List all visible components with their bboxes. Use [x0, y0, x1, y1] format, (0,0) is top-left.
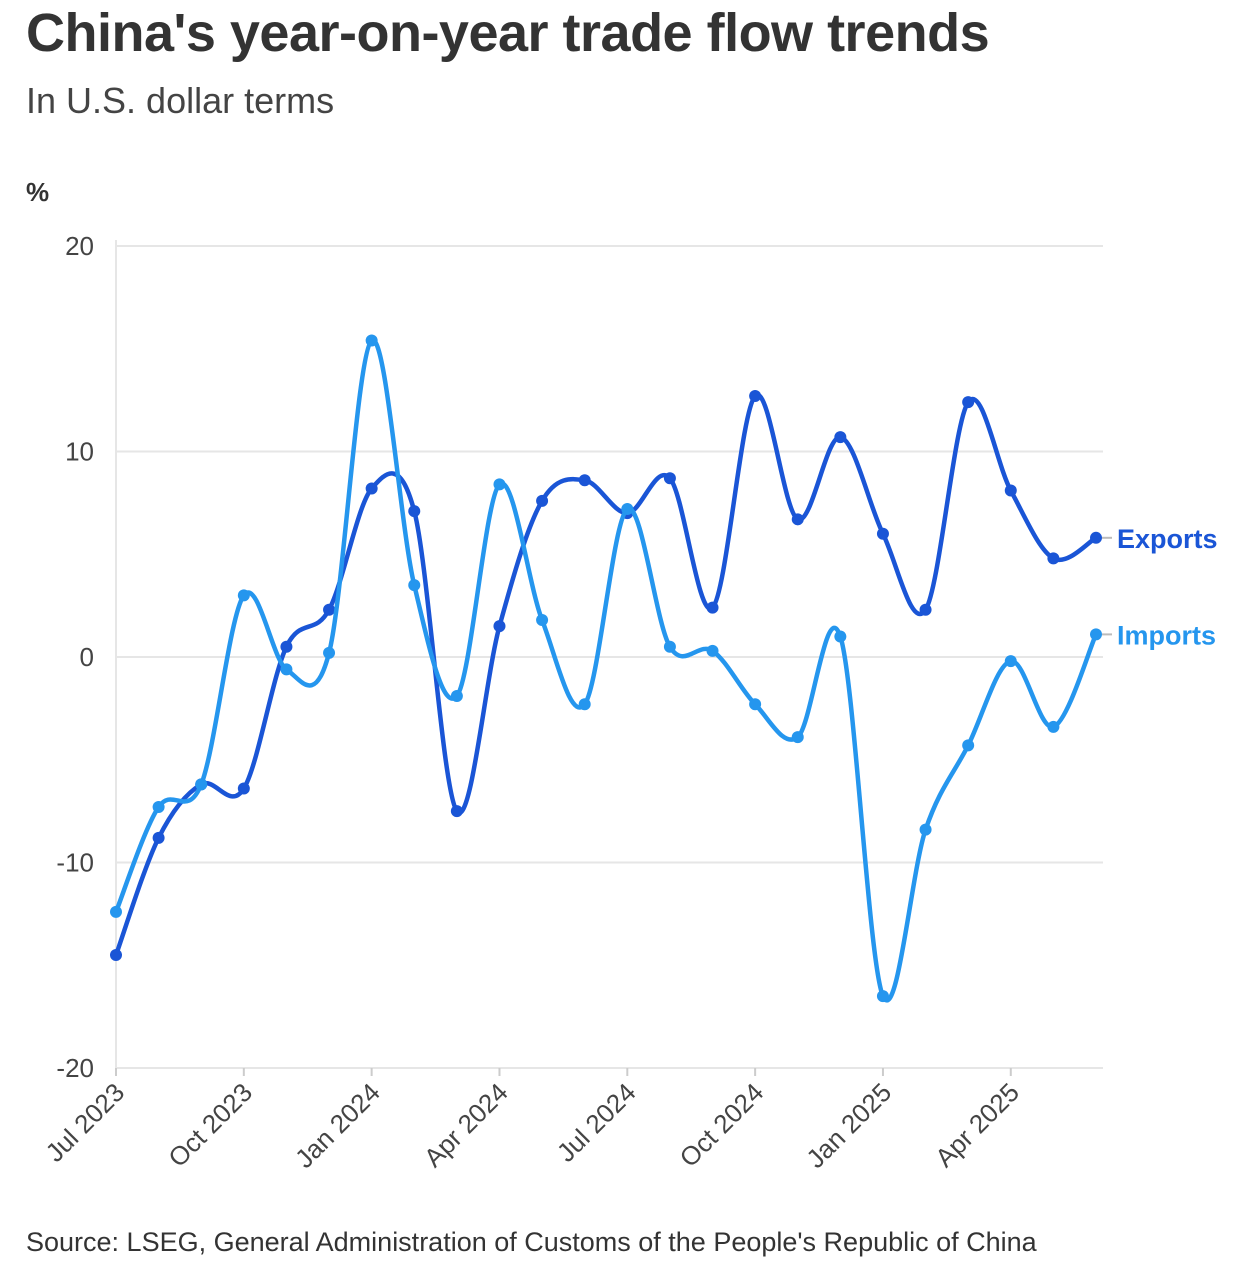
exports-point	[237, 782, 250, 795]
imports-point	[237, 589, 250, 602]
y-axis: 20 10 0 -10 -20	[56, 231, 117, 1083]
x-tick-label: Oct 2024	[674, 1077, 770, 1173]
x-tick-label: Apr 2024	[418, 1077, 514, 1173]
y-tick-label: 0	[80, 642, 94, 672]
x-tick-label: Apr 2025	[929, 1077, 1025, 1173]
imports-point	[962, 739, 975, 752]
exports-point	[919, 603, 932, 616]
exports-point	[876, 527, 889, 540]
imports-point	[450, 690, 463, 703]
exports-point	[578, 474, 591, 487]
exports-point	[706, 601, 719, 614]
exports-point	[663, 472, 676, 485]
imports-point	[195, 778, 208, 791]
chart-title: China's year-on-year trade flow trends	[26, 3, 990, 63]
series-exports: Exports	[110, 390, 1218, 961]
imports-point	[578, 698, 591, 711]
y-axis-unit-label: %	[26, 177, 50, 207]
x-tick-label: Jul 2023	[40, 1077, 131, 1168]
imports-point	[280, 663, 293, 676]
exports-point	[408, 505, 421, 518]
exports-point	[791, 513, 804, 526]
imports-point	[408, 579, 421, 592]
imports-point	[1090, 628, 1102, 641]
imports-point	[919, 823, 932, 836]
exports-point	[450, 805, 463, 818]
imports-point	[110, 905, 122, 918]
exports-point	[962, 396, 975, 409]
y-tick-label: 20	[65, 231, 94, 261]
exports-point	[1090, 531, 1102, 544]
exports-point	[536, 494, 549, 507]
imports-point	[706, 644, 719, 657]
imports-series-label: Imports	[1117, 620, 1216, 650]
y-tick-label: 10	[65, 437, 94, 467]
exports-point	[1047, 552, 1060, 565]
exports-point	[834, 431, 847, 444]
exports-point	[365, 482, 378, 495]
imports-point	[791, 731, 804, 744]
x-tick-label: Jan 2025	[800, 1077, 897, 1174]
x-tick-label: Jan 2024	[289, 1077, 386, 1174]
exports-point	[493, 620, 506, 633]
source-note: Source: LSEG, General Administration of …	[26, 1227, 1037, 1257]
exports-point	[152, 831, 165, 844]
imports-point	[1004, 655, 1017, 668]
imports-point	[876, 990, 889, 1003]
exports-point	[280, 640, 293, 653]
line-chart: 20 10 0 -10 -20 Jul 2023 Oct 2023 Jan 2024 Apr …	[40, 231, 1218, 1174]
imports-point	[1047, 720, 1060, 733]
x-axis: Jul 2023 Oct 2023 Jan 2024 Apr 2024 Jul 2024…	[40, 1067, 1103, 1174]
imports-point	[834, 630, 847, 643]
x-tick-label: Oct 2023	[162, 1077, 258, 1173]
y-tick-label: -20	[56, 1053, 94, 1083]
imports-point	[749, 698, 762, 711]
imports-point	[152, 801, 165, 814]
gridlines	[116, 245, 1103, 1069]
series-group: Exports Imports	[110, 334, 1218, 1003]
exports-point	[749, 390, 762, 403]
exports-point	[323, 603, 336, 616]
imports-point	[365, 334, 378, 347]
chart-subtitle: In U.S. dollar terms	[26, 80, 335, 121]
exports-point	[110, 948, 122, 961]
imports-point	[663, 640, 676, 653]
imports-point	[621, 503, 634, 516]
imports-point	[493, 478, 506, 491]
exports-line	[113, 392, 1099, 958]
y-tick-label: -10	[56, 848, 94, 878]
x-tick-label: Jul 2024	[551, 1077, 642, 1168]
exports-series-label: Exports	[1117, 524, 1218, 554]
exports-point	[1004, 484, 1017, 497]
imports-point	[536, 614, 549, 627]
series-imports: Imports	[110, 334, 1216, 1003]
imports-point	[323, 646, 336, 659]
imports-line	[113, 338, 1099, 1003]
